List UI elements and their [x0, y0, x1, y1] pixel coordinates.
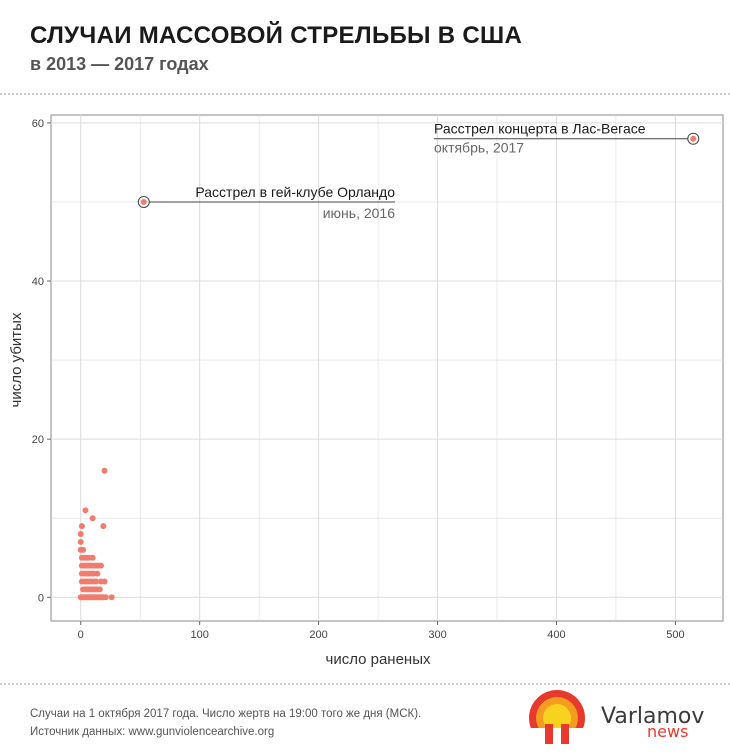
- annotation-sublabel: июнь, 2016: [323, 205, 395, 221]
- annotation-label: Расстрел в гей-клубе Орландо: [195, 184, 395, 200]
- x-tick-label: 0: [78, 629, 84, 641]
- data-points: [77, 467, 115, 601]
- data-point: [80, 546, 87, 553]
- annotation-sublabel: октябрь, 2017: [434, 140, 524, 156]
- x-tick-label: 100: [190, 629, 208, 641]
- chart-subtitle: в 2013 — 2017 годах: [30, 54, 209, 74]
- data-point: [100, 523, 107, 530]
- plot-panel: [50, 114, 724, 622]
- y-tick-label: 60: [32, 118, 44, 130]
- brand-name: Varlamov: [601, 704, 705, 729]
- data-point: [102, 594, 109, 601]
- data-point: [78, 523, 85, 530]
- data-point: [101, 467, 108, 474]
- grid-lines: [51, 115, 723, 621]
- axis-ticks: 0 100 200 300 400 500 0 20 40 60: [32, 118, 685, 641]
- y-axis-label: число убитых: [8, 312, 25, 407]
- chart-title: СЛУЧАИ МАССОВОЙ СТРЕЛЬБЫ В США: [30, 22, 523, 49]
- y-tick-label: 20: [32, 434, 44, 446]
- y-tick-label: 40: [32, 276, 44, 288]
- footer-source: Источник данных: www.gunviolencearchive.…: [30, 726, 275, 738]
- bottom-divider: [0, 683, 730, 685]
- annotated-point: [690, 135, 697, 142]
- annotated-point: [140, 198, 147, 205]
- x-tick-label: 400: [547, 629, 565, 641]
- brand-sub: news: [647, 722, 689, 741]
- y-tick-label: 0: [38, 592, 44, 604]
- annotations: Расстрел в гей-клубе Орландо июнь, 2016 Ра…: [137, 121, 700, 221]
- data-point: [108, 594, 115, 601]
- x-axis-label: число раненых: [326, 651, 432, 668]
- data-point: [93, 578, 100, 585]
- data-point: [77, 531, 84, 538]
- footer-note: Случаи на 1 октября 2017 года. Число жер…: [30, 708, 422, 720]
- data-point: [97, 562, 104, 569]
- brand-logo-icon: [527, 690, 587, 748]
- data-point: [101, 578, 108, 585]
- x-tick-label: 300: [428, 629, 446, 641]
- scatter-chart: 0 100 200 300 400 500 0 20 40 60 Расстрел в гей-к…: [8, 114, 724, 668]
- x-tick-label: 500: [666, 629, 684, 641]
- annotation-label: Расстрел концерта в Лас-Вегасе: [434, 121, 646, 137]
- data-point: [82, 507, 89, 514]
- data-point: [94, 570, 101, 577]
- x-tick-label: 200: [309, 629, 327, 641]
- data-point: [89, 554, 96, 561]
- top-divider: [0, 93, 730, 95]
- data-point: [96, 586, 103, 593]
- data-point: [77, 538, 84, 545]
- data-point: [89, 515, 96, 522]
